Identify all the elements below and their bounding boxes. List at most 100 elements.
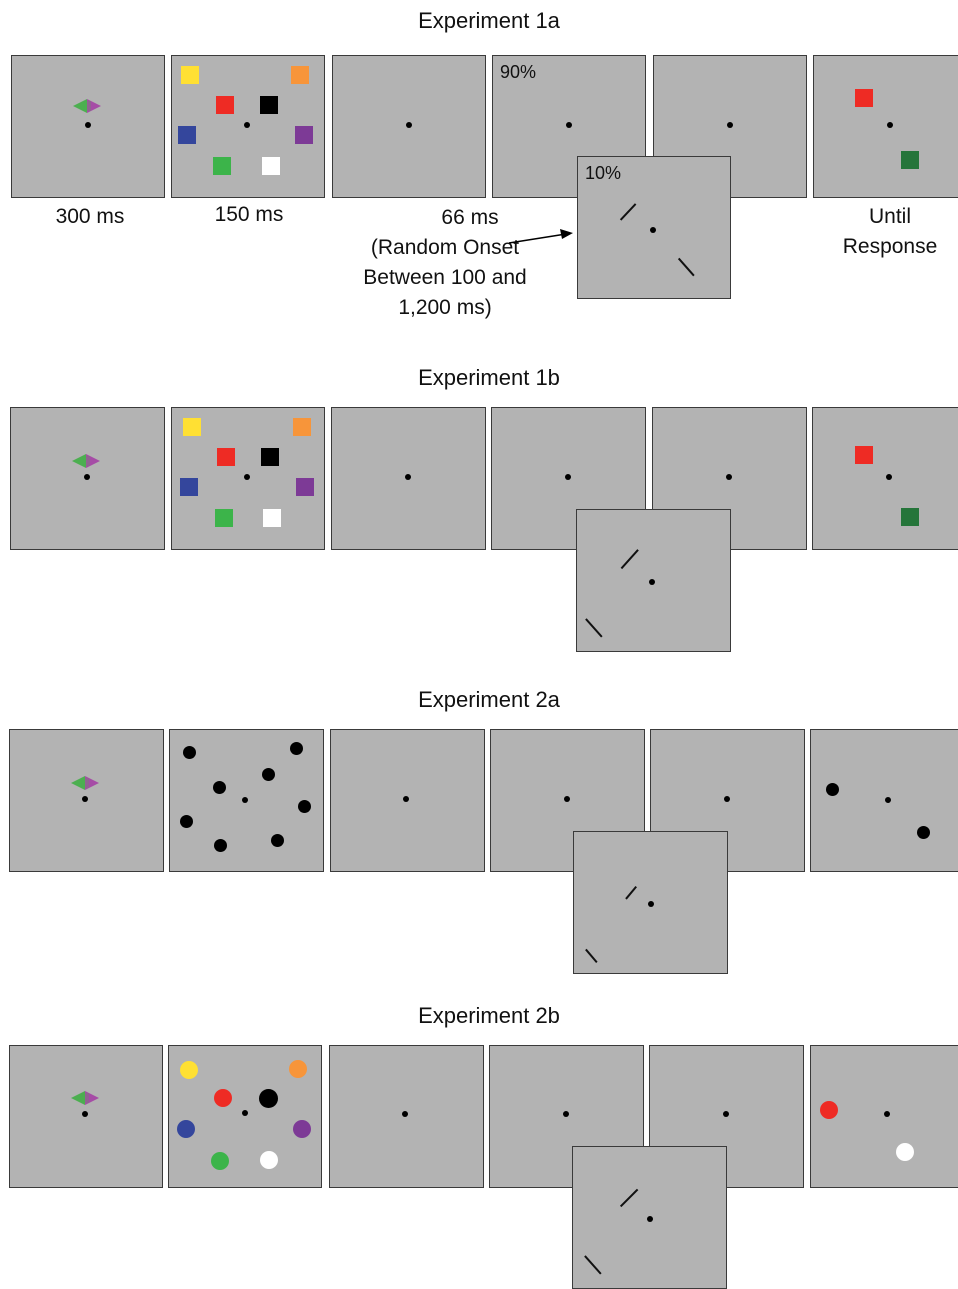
experiment-title: Experiment 2a: [418, 687, 560, 712]
black-circle: [182, 745, 196, 759]
panel-delay: [330, 729, 485, 872]
black-circle: [261, 767, 275, 781]
fixation-dot: [242, 797, 248, 803]
yellow-square: [181, 66, 199, 84]
black-square: [260, 96, 278, 114]
purple-square: [296, 478, 314, 496]
panel-probe: [573, 831, 728, 974]
probe-line: [584, 1255, 602, 1275]
white-circle: [896, 1143, 914, 1161]
white-square: [263, 509, 281, 527]
orange-circle: [289, 1060, 307, 1078]
blue-square: [178, 126, 196, 144]
blue-square: [180, 478, 198, 496]
fixation-dot: [648, 901, 654, 907]
panel-test: [813, 55, 958, 198]
fixation-dot: [406, 122, 412, 128]
fixation-dot: [647, 1216, 653, 1222]
probe-line: [625, 886, 637, 900]
fixation-dot: [886, 474, 892, 480]
timing-label: 150 ms: [214, 203, 284, 226]
panel-probe: [572, 1146, 727, 1289]
red-square: [855, 446, 873, 464]
black-circle: [916, 825, 930, 839]
timing-label: Between 100 and: [363, 266, 527, 289]
yellow-circle: [180, 1061, 198, 1079]
green-circle: [211, 1152, 229, 1170]
fixation-dot: [563, 1111, 569, 1117]
orange-square: [291, 66, 309, 84]
fixation-dot: [885, 797, 891, 803]
timing-label: Response: [842, 235, 938, 258]
fixation-dot: [85, 122, 91, 128]
white-circle: [260, 1151, 278, 1169]
panel-delay: [329, 1045, 484, 1188]
panel-rare-probe: 10%: [577, 156, 731, 299]
panel-memory-array: [171, 55, 325, 198]
fixation-dot: [405, 474, 411, 480]
probe-line: [620, 548, 639, 569]
fixation-dot: [402, 1111, 408, 1117]
black-circle: [270, 833, 284, 847]
probability-label: 10%: [585, 163, 622, 183]
black-circle: [179, 814, 193, 828]
timing-label: 300 ms: [55, 205, 125, 228]
panel-memory-array: [168, 1045, 322, 1188]
green-square: [213, 157, 231, 175]
black-circle: [258, 1088, 278, 1108]
dark-green-square: [901, 508, 919, 526]
panel-test: [812, 407, 958, 550]
diamond-cue-icon: [71, 1091, 99, 1105]
fixation-dot: [82, 796, 88, 802]
probe-line: [620, 1188, 639, 1207]
green-square: [215, 509, 233, 527]
black-circle: [213, 838, 227, 852]
fixation-dot: [887, 122, 893, 128]
fixation-dot: [564, 796, 570, 802]
probability-label: 90%: [500, 62, 537, 82]
diamond-cue-icon: [72, 454, 100, 468]
fixation-dot: [82, 1111, 88, 1117]
experiment-title: Experiment 2b: [418, 1003, 560, 1028]
timing-label: 66 ms: [441, 206, 499, 229]
panel-memory-array: [169, 729, 324, 872]
orange-square: [293, 418, 311, 436]
panel-probe: [576, 509, 731, 652]
red-square: [217, 448, 235, 466]
fixation-dot: [242, 1110, 248, 1116]
red-circle: [214, 1089, 232, 1107]
dark-green-square: [901, 151, 919, 169]
fixation-dot: [724, 796, 730, 802]
probe-line: [585, 618, 603, 638]
fixation-dot: [727, 122, 733, 128]
fixation-dot: [726, 474, 732, 480]
fixation-dot: [723, 1111, 729, 1117]
panel-cue: [10, 407, 165, 550]
fixation-dot: [244, 122, 250, 128]
fixation-dot: [84, 474, 90, 480]
red-circle: [820, 1101, 838, 1119]
black-circle: [297, 799, 311, 813]
timing-label: Until: [868, 205, 911, 228]
timing-label: (Random Onset: [370, 236, 520, 259]
black-square: [261, 448, 279, 466]
experiment-title: Experiment 1b: [418, 365, 560, 390]
panel-cue: [9, 1045, 163, 1188]
red-square: [216, 96, 234, 114]
fixation-dot: [649, 579, 655, 585]
diamond-cue-icon: [71, 776, 99, 790]
fixation-dot: [566, 122, 572, 128]
panel-test: [810, 729, 958, 872]
panel-cue: [11, 55, 165, 198]
fixation-dot: [650, 227, 656, 233]
panel-delay: [332, 55, 486, 198]
yellow-square: [183, 418, 201, 436]
black-circle: [212, 780, 226, 794]
fixation-dot: [565, 474, 571, 480]
probe-line: [585, 948, 598, 963]
fixation-dot: [884, 1111, 890, 1117]
purple-circle: [293, 1120, 311, 1138]
diamond-cue-icon: [73, 99, 101, 113]
panel-memory-array: [171, 407, 325, 550]
